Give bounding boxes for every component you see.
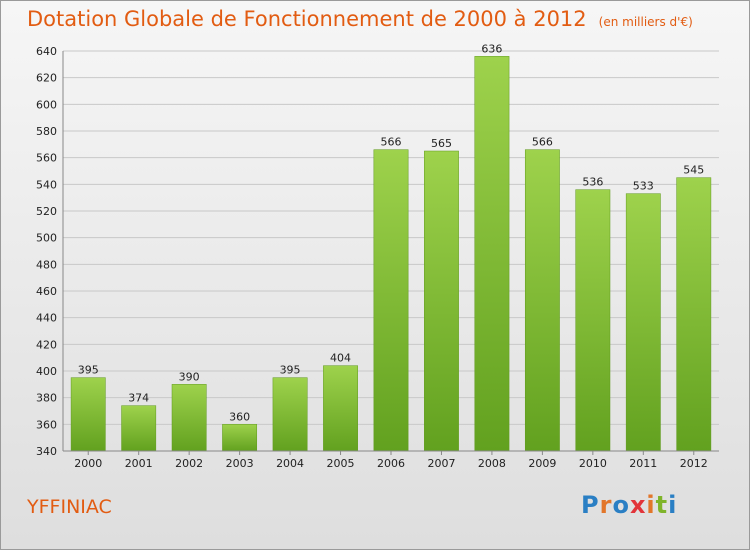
x-tick-label: 2002 <box>175 457 203 470</box>
city-name: YFFINIAC <box>27 496 112 518</box>
bar-2007 <box>424 150 459 452</box>
bar-2010 <box>575 189 611 452</box>
x-tick-label: 2011 <box>629 457 657 470</box>
y-tick-label: 380 <box>36 392 57 405</box>
bar-2011 <box>625 193 661 452</box>
y-tick-label: 360 <box>36 418 57 431</box>
logo-letter: o <box>612 491 630 519</box>
logo-letter: t <box>655 491 669 519</box>
x-tick-label: 2000 <box>74 457 102 470</box>
bar-value-label: 536 <box>582 176 603 189</box>
y-tick-label: 400 <box>36 365 57 378</box>
chart-subtitle: (en milliers d'€) <box>598 15 693 29</box>
chart-title: Dotation Globale de Fonctionnement de 20… <box>27 7 693 31</box>
x-tick-label: 2007 <box>427 457 455 470</box>
bar-value-label: 395 <box>280 364 301 377</box>
x-tick-label: 2008 <box>478 457 506 470</box>
y-tick-label: 540 <box>36 178 57 191</box>
bar-value-label: 565 <box>431 137 452 150</box>
bar-2001 <box>121 405 157 452</box>
x-tick-label: 2004 <box>276 457 304 470</box>
bar-value-label: 545 <box>683 164 704 177</box>
bar-value-label: 395 <box>78 364 99 377</box>
x-tick-label: 2005 <box>327 457 355 470</box>
logo-letter: P <box>581 491 600 519</box>
x-tick-label: 2012 <box>680 457 708 470</box>
y-tick-label: 340 <box>36 445 57 458</box>
y-tick-label: 580 <box>36 125 57 138</box>
chart-title-text: Dotation Globale de Fonctionnement de 20… <box>27 7 587 31</box>
y-tick-label: 440 <box>36 312 57 325</box>
logo-letter: i <box>668 491 678 519</box>
logo-letter: r <box>599 491 613 519</box>
x-tick-label: 2010 <box>579 457 607 470</box>
bar-2006 <box>373 149 409 452</box>
x-tick-label: 2009 <box>528 457 556 470</box>
bar-value-label: 566 <box>532 136 553 149</box>
bar-2008 <box>474 56 510 452</box>
bar-value-label: 533 <box>633 180 654 193</box>
logo-letter: x <box>629 491 647 519</box>
x-tick-label: 2003 <box>226 457 254 470</box>
bar-2009 <box>524 149 560 452</box>
y-tick-label: 500 <box>36 232 57 245</box>
y-tick-label: 520 <box>36 205 57 218</box>
y-tick-label: 480 <box>36 258 57 271</box>
bar-value-label: 636 <box>481 42 502 55</box>
y-axis: 340 360 380 400 420 440 460 480 500 520 540 560 580 6… <box>36 45 64 458</box>
bar-2005 <box>323 365 358 452</box>
bar-2000 <box>70 377 106 452</box>
y-tick-label: 560 <box>36 152 57 165</box>
x-tick-label: 2006 <box>377 457 405 470</box>
y-tick-label: 600 <box>36 98 57 111</box>
y-tick-label: 460 <box>36 285 57 298</box>
bar-2002 <box>171 384 207 452</box>
bar-value-label: 374 <box>128 392 149 405</box>
bar-value-label: 390 <box>179 370 200 383</box>
bar-value-label: 360 <box>229 410 250 423</box>
bar-2012 <box>676 177 712 452</box>
bar-value-label: 566 <box>381 136 402 149</box>
logo-letter: i <box>646 491 656 519</box>
bar-2004 <box>272 377 308 452</box>
x-tick-label: 2001 <box>125 457 153 470</box>
proxiti-logo[interactable]: Proxiti <box>581 491 677 519</box>
x-axis: 2000 2001 2002 2003 2004 2005 2006 2007 2008 2009… <box>63 450 719 470</box>
bars: 395 374 390 360 395 404 566 565 636 566 536 533 545 <box>70 42 712 452</box>
y-tick-label: 420 <box>36 338 57 351</box>
bar-value-label: 404 <box>330 352 351 365</box>
bar-2003 <box>222 424 258 452</box>
y-tick-label: 620 <box>36 72 57 85</box>
y-tick-label: 640 <box>36 45 57 58</box>
